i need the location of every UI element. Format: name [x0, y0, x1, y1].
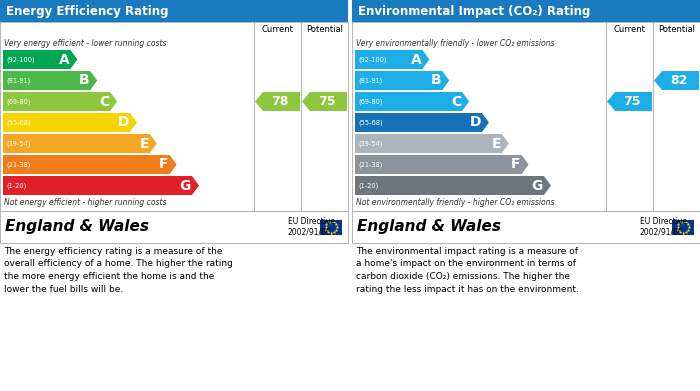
Text: (21-38): (21-38): [358, 161, 382, 168]
Text: B: B: [78, 74, 90, 88]
Polygon shape: [3, 155, 176, 174]
Text: A: A: [59, 52, 69, 66]
Bar: [0, 211, 348, 243]
Polygon shape: [3, 50, 78, 69]
Text: Environmental Impact (CO₂) Rating: Environmental Impact (CO₂) Rating: [358, 5, 590, 18]
Text: 75: 75: [623, 95, 640, 108]
Text: F: F: [511, 158, 521, 172]
Polygon shape: [255, 92, 300, 111]
Polygon shape: [355, 71, 449, 90]
Text: D: D: [118, 115, 129, 129]
Text: G: G: [180, 179, 191, 192]
Text: Energy Efficiency Rating: Energy Efficiency Rating: [6, 5, 169, 18]
Polygon shape: [355, 92, 469, 111]
Polygon shape: [3, 134, 157, 153]
Text: (55-68): (55-68): [358, 119, 383, 126]
Text: The environmental impact rating is a measure of
a home's impact on the environme: The environmental impact rating is a mea…: [356, 247, 579, 294]
Text: Not energy efficient - higher running costs: Not energy efficient - higher running co…: [4, 198, 167, 207]
Text: G: G: [531, 179, 543, 192]
Text: Very environmentally friendly - lower CO₂ emissions: Very environmentally friendly - lower CO…: [356, 39, 554, 48]
Bar: [320, 219, 342, 235]
Text: Not environmentally friendly - higher CO₂ emissions: Not environmentally friendly - higher CO…: [356, 198, 554, 207]
Polygon shape: [3, 113, 137, 132]
Polygon shape: [355, 176, 551, 195]
Bar: [352, 22, 700, 211]
Bar: [352, 211, 700, 243]
Text: F: F: [159, 158, 169, 172]
Bar: [352, 0, 700, 22]
Polygon shape: [355, 113, 489, 132]
Bar: [0, 0, 348, 22]
Text: (81-91): (81-91): [358, 77, 382, 84]
Text: E: E: [139, 136, 149, 151]
Polygon shape: [355, 134, 509, 153]
Text: The energy efficiency rating is a measure of the
overall efficiency of a home. T: The energy efficiency rating is a measur…: [4, 247, 233, 294]
Text: 82: 82: [670, 74, 687, 87]
Text: (69-80): (69-80): [6, 98, 31, 105]
Text: (92-100): (92-100): [358, 56, 386, 63]
Polygon shape: [607, 92, 652, 111]
Polygon shape: [654, 71, 699, 90]
Text: A: A: [411, 52, 421, 66]
Text: (92-100): (92-100): [6, 56, 34, 63]
Text: (81-91): (81-91): [6, 77, 30, 84]
Text: 75: 75: [318, 95, 335, 108]
Text: Very energy efficient - lower running costs: Very energy efficient - lower running co…: [4, 39, 167, 48]
Text: (39-54): (39-54): [358, 140, 382, 147]
Bar: [672, 219, 694, 235]
Polygon shape: [302, 92, 347, 111]
Text: (69-80): (69-80): [358, 98, 382, 105]
Polygon shape: [355, 155, 528, 174]
Text: (39-54): (39-54): [6, 140, 30, 147]
Text: Current: Current: [614, 25, 645, 34]
Bar: [0, 22, 348, 211]
Text: Potential: Potential: [306, 25, 343, 34]
Text: (55-68): (55-68): [6, 119, 31, 126]
Text: EU Directive
2002/91/EC: EU Directive 2002/91/EC: [640, 217, 687, 237]
Text: Current: Current: [262, 25, 293, 34]
Text: C: C: [99, 95, 109, 108]
Text: (1-20): (1-20): [358, 182, 378, 189]
Polygon shape: [3, 92, 117, 111]
Text: England & Wales: England & Wales: [357, 219, 501, 235]
Text: Potential: Potential: [658, 25, 695, 34]
Text: D: D: [470, 115, 481, 129]
Text: (21-38): (21-38): [6, 161, 30, 168]
Text: 78: 78: [271, 95, 288, 108]
Text: B: B: [430, 74, 441, 88]
Polygon shape: [355, 50, 429, 69]
Text: E: E: [491, 136, 500, 151]
Text: EU Directive
2002/91/EC: EU Directive 2002/91/EC: [288, 217, 335, 237]
Text: C: C: [451, 95, 461, 108]
Text: England & Wales: England & Wales: [5, 219, 149, 235]
Polygon shape: [3, 71, 97, 90]
Text: (1-20): (1-20): [6, 182, 27, 189]
Polygon shape: [3, 176, 199, 195]
